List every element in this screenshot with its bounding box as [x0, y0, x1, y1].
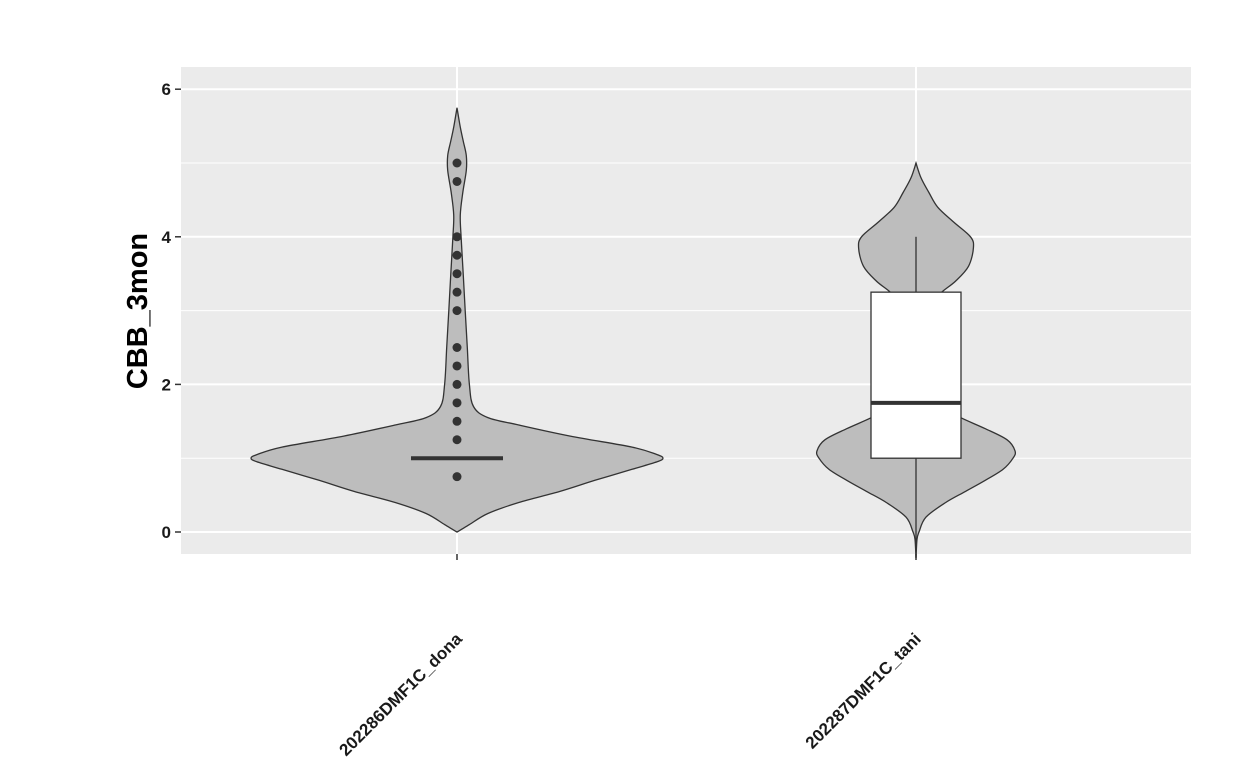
- data-point: [452, 361, 462, 371]
- overlays: [411, 158, 962, 558]
- data-point: [452, 269, 462, 279]
- y-tick-label: 2: [162, 375, 171, 394]
- y-tick-label: 6: [162, 80, 171, 99]
- x-axis: 202286DMF1C_dona 202287DMF1C_tani: [335, 554, 925, 760]
- data-point: [452, 232, 462, 242]
- y-tick-label: 4: [162, 228, 172, 247]
- data-point: [452, 416, 462, 426]
- data-point: [452, 472, 462, 482]
- y-axis: 0 2 4 6: [162, 80, 181, 542]
- data-point: [452, 306, 462, 316]
- data-point: [452, 379, 462, 389]
- data-point: [452, 287, 462, 297]
- box: [870, 291, 962, 459]
- data-point: [452, 435, 462, 445]
- data-point: [452, 343, 462, 352]
- data-point: [452, 176, 462, 186]
- y-axis-title: CBB_3mon: [122, 233, 154, 389]
- data-point: [452, 158, 462, 168]
- x-tick-label: 202287DMF1C_tani: [802, 629, 925, 752]
- violin-1: [250, 107, 664, 533]
- x-tick-label: 202286DMF1C_dona: [335, 629, 466, 760]
- y-tick-label: 0: [162, 523, 171, 542]
- data-point: [452, 398, 462, 408]
- data-point: [452, 250, 462, 260]
